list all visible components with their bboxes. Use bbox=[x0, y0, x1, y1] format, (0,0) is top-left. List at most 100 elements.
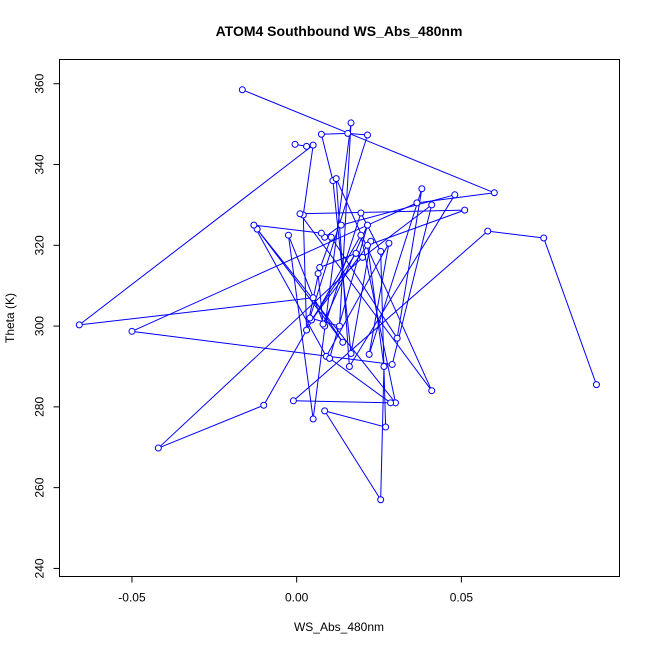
data-point bbox=[413, 199, 421, 207]
data-point bbox=[387, 399, 395, 407]
data-point bbox=[128, 327, 136, 335]
series-segment bbox=[253, 224, 327, 357]
series-segment bbox=[242, 89, 495, 194]
series-segment bbox=[322, 224, 368, 325]
data-point bbox=[291, 140, 299, 148]
data-point bbox=[238, 86, 246, 94]
y-tick-label: 340 bbox=[33, 154, 47, 174]
data-point bbox=[250, 221, 258, 229]
series-segment bbox=[380, 366, 385, 500]
series-segment bbox=[329, 224, 368, 359]
data-point bbox=[365, 350, 373, 358]
data-point bbox=[316, 264, 324, 272]
series-segment bbox=[253, 224, 322, 234]
y-tick-label: 280 bbox=[33, 397, 47, 417]
data-point bbox=[357, 209, 365, 217]
data-point bbox=[359, 253, 367, 261]
data-point bbox=[347, 119, 355, 127]
y-tick-label: 320 bbox=[33, 235, 47, 255]
data-point bbox=[309, 415, 317, 423]
data-point bbox=[364, 131, 371, 139]
data-point bbox=[540, 234, 548, 242]
data-point bbox=[377, 247, 385, 255]
series-segment bbox=[396, 188, 423, 339]
series-segment bbox=[487, 230, 544, 239]
series-segment bbox=[287, 235, 326, 327]
y-tick-label: 260 bbox=[33, 477, 47, 497]
x-tick-label: 0.00 bbox=[285, 591, 309, 605]
data-point bbox=[309, 141, 317, 149]
data-point bbox=[314, 270, 322, 278]
series-segment bbox=[302, 214, 308, 331]
data-point bbox=[418, 185, 426, 193]
data-point bbox=[296, 210, 304, 218]
series-segment bbox=[78, 144, 314, 326]
series-segment bbox=[158, 404, 264, 449]
x-axis: -0.05 0.00 0.05 bbox=[118, 576, 474, 605]
data-point bbox=[289, 397, 297, 405]
data-point bbox=[428, 387, 436, 395]
series-segment bbox=[335, 178, 350, 367]
series-segment bbox=[324, 410, 382, 501]
y-axis-label: Theta (K) bbox=[3, 293, 17, 343]
data-point bbox=[364, 221, 371, 229]
y-tick-label: 300 bbox=[33, 316, 47, 336]
plot-frame bbox=[59, 59, 620, 577]
data-point bbox=[490, 189, 498, 197]
series-segment bbox=[293, 400, 391, 404]
data-point bbox=[75, 321, 83, 329]
data-point bbox=[347, 350, 355, 358]
series-segment bbox=[324, 410, 386, 428]
x-tick-label: 0.05 bbox=[450, 591, 474, 605]
series-segment bbox=[312, 122, 352, 420]
series-segment bbox=[157, 257, 363, 449]
data-point bbox=[385, 239, 393, 247]
series-segment bbox=[362, 204, 433, 258]
data-point bbox=[345, 362, 353, 370]
series-segment bbox=[330, 236, 398, 339]
series-segment bbox=[368, 243, 390, 355]
series-segment bbox=[293, 230, 489, 402]
x-axis-label: WS_Abs_480nm bbox=[294, 620, 384, 634]
data-point bbox=[344, 129, 352, 137]
data-point bbox=[339, 338, 347, 346]
data-point bbox=[388, 360, 396, 368]
series-segment bbox=[348, 194, 456, 367]
series-segment bbox=[287, 235, 314, 420]
data-point bbox=[326, 354, 334, 362]
series-segment bbox=[350, 241, 372, 354]
data-point bbox=[382, 423, 390, 431]
data-point bbox=[393, 334, 401, 342]
data-point bbox=[317, 130, 325, 138]
data-point bbox=[380, 362, 388, 370]
data-point bbox=[484, 227, 492, 235]
data-point bbox=[327, 233, 335, 241]
data-point bbox=[352, 249, 360, 257]
series-segment bbox=[341, 194, 455, 226]
series-lines bbox=[78, 89, 597, 501]
series-segment bbox=[131, 202, 418, 332]
series-segment bbox=[325, 243, 390, 357]
data-point bbox=[336, 322, 343, 330]
series-segment bbox=[302, 145, 314, 216]
data-point bbox=[377, 496, 385, 504]
series-segment bbox=[380, 251, 387, 428]
data-point bbox=[364, 241, 371, 249]
x-tick-label: -0.05 bbox=[118, 591, 146, 605]
data-point bbox=[357, 231, 365, 239]
y-tick-label: 360 bbox=[33, 73, 47, 93]
data-point bbox=[428, 201, 436, 209]
series-segment bbox=[368, 188, 423, 355]
y-tick-label: 240 bbox=[33, 558, 47, 578]
series-segment bbox=[299, 209, 465, 215]
series-points bbox=[75, 86, 600, 504]
series-segment bbox=[321, 132, 348, 135]
series-segment bbox=[317, 273, 324, 325]
data-point bbox=[154, 444, 162, 452]
data-point bbox=[332, 175, 340, 183]
series-segment bbox=[299, 213, 433, 392]
series-segment bbox=[367, 209, 465, 246]
data-point bbox=[303, 326, 311, 334]
data-point bbox=[260, 401, 268, 409]
